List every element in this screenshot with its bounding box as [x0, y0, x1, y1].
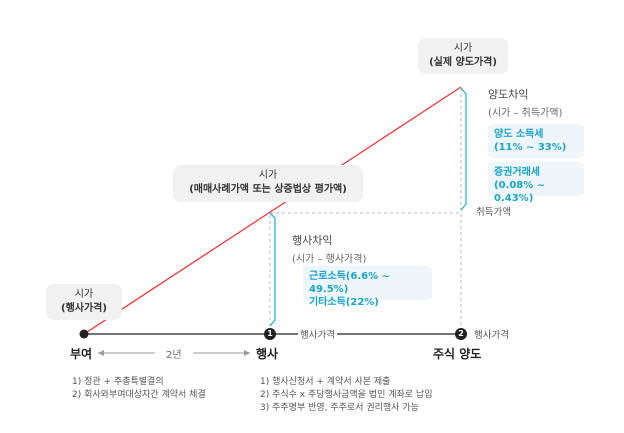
exercise-tax-box: 근로소득(6.6% ~ 49.5%) 기타소득(22%) — [303, 266, 432, 308]
transfer-price-line2: (실제 양도가격) — [429, 57, 497, 68]
step1-marker: 1 — [264, 328, 276, 340]
transfer-price-line1: 시가 — [453, 43, 473, 54]
stage-grant: 부여 — [70, 347, 93, 361]
securities-tax-label: 증권거래세 — [494, 167, 540, 178]
step2-marker: 2 — [455, 328, 467, 340]
exercise-price-line1: 시가 — [258, 170, 278, 181]
gift-price-line2: (행사가격) — [61, 303, 107, 314]
transfer-gain-formula: (시가 – 취득가액) — [488, 108, 563, 119]
stage-duration: 2년 — [166, 350, 182, 361]
exercise-tax-earned: 근로소득(6.6% ~ 49.5%) — [309, 271, 390, 295]
exercise-note-2: 2) 주식수 x 주당행사금액을 법인 계좌로 납입 — [260, 390, 433, 400]
exercise-gain-formula: (시가 – 행사가격) — [292, 254, 367, 265]
price-trend-line — [83, 86, 462, 335]
exercise-price-line2: (매매사례가액 또는 상증법상 평가액) — [189, 184, 347, 195]
exercise-note-3: 3) 주주명부 반영, 주주로서 권리행사 가능 — [260, 403, 419, 413]
gift-price-line1: 시가 — [74, 289, 94, 300]
transfer-income-tax-label: 양도 소득세 — [494, 129, 544, 140]
stage-exercise: 행사 — [256, 347, 279, 361]
acquisition-price-label: 취득가액 — [476, 207, 511, 218]
transfer-gain-bracket — [460, 87, 467, 211]
securities-tax-rate: (0.08% ~ 0.43%) — [494, 180, 546, 204]
transfer-income-tax-box: 양도 소득세 (11% ~ 33%) — [488, 124, 584, 158]
exercise-gain-title: 행사차익 — [292, 234, 333, 247]
axis-exercise-price-label-2: 행사가격 — [474, 330, 509, 341]
duration-arrow-left-head — [98, 350, 104, 356]
grant-note-2: 2) 회사와부여대상자간 계약서 체결 — [72, 390, 206, 400]
exercise-tax-other: 기타소득(22%) — [309, 297, 379, 308]
duration-arrow-right-head — [244, 350, 250, 356]
transfer-gain-title: 양도차익 — [488, 88, 529, 101]
exercise-price-box: 시가 (매매사례가액 또는 상증법상 평가액) — [173, 165, 363, 202]
exercise-gain-bracket — [269, 212, 276, 327]
gift-price-box: 시가 (행사가격) — [46, 284, 122, 320]
grant-notes: 1) 정관 + 주총특별결의 2) 회사와부여대상자간 계약서 체결 — [72, 376, 206, 402]
grant-point — [79, 329, 89, 339]
transfer-price-box: 시가 (실제 양도가격) — [418, 38, 508, 74]
stage-transfer: 주식 양도 — [433, 347, 482, 361]
exercise-note-1: 1) 행사신청서 + 계약서 사본 제출 — [260, 377, 391, 387]
securities-tax-box: 증권거래세 (0.08% ~ 0.43%) — [488, 162, 584, 204]
axis-exercise-price-label-1: 행사가격 — [298, 327, 337, 341]
exercise-notes: 1) 행사신청서 + 계약서 사본 제출 2) 주식수 x 주당행사금액을 법인… — [260, 376, 433, 415]
grant-note-1: 1) 정관 + 주총특별결의 — [72, 377, 164, 387]
transfer-income-tax-rate: (11% ~ 33%) — [494, 142, 567, 153]
